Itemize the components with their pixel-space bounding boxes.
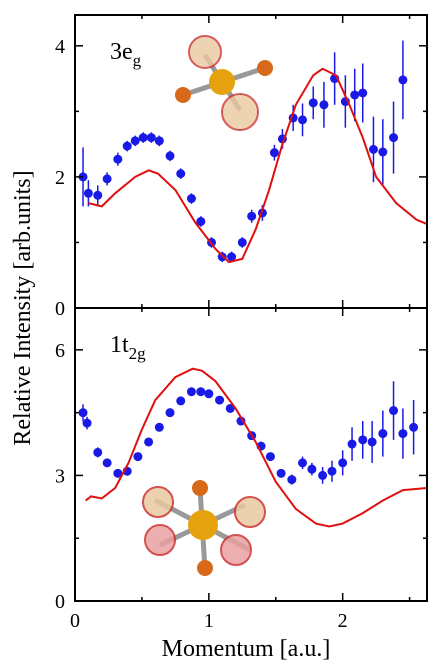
data-point xyxy=(358,88,368,98)
data-point xyxy=(196,387,206,397)
data-point xyxy=(319,100,329,110)
data-point xyxy=(338,458,348,468)
data-point xyxy=(176,169,186,179)
data-point xyxy=(298,115,308,125)
panel-label-main: 3e xyxy=(110,39,133,65)
panel-label-sub: 2g xyxy=(129,344,147,363)
model-curve xyxy=(88,67,428,264)
panel-label: 3eg xyxy=(110,39,142,70)
data-point xyxy=(358,435,368,445)
data-point xyxy=(389,406,399,416)
x-tick-label: 1 xyxy=(204,610,214,632)
data-point xyxy=(133,452,143,462)
data-point xyxy=(93,190,103,200)
data-point xyxy=(204,389,214,399)
panel-label-sub: g xyxy=(133,51,142,70)
data-point xyxy=(318,470,328,480)
data-point xyxy=(367,437,377,447)
data-point xyxy=(93,447,103,457)
data-point xyxy=(144,437,154,447)
data-point xyxy=(102,174,112,184)
plot-frame xyxy=(74,307,428,602)
data-point xyxy=(265,452,275,462)
data-point xyxy=(378,147,388,157)
data-point xyxy=(347,439,357,449)
data-point xyxy=(130,136,140,146)
data-point xyxy=(154,136,164,146)
data-point xyxy=(225,403,235,413)
x-tick-label: 0 xyxy=(70,610,80,632)
panel-label-main: 1t xyxy=(110,332,129,358)
data-point xyxy=(113,154,123,164)
data-point xyxy=(389,133,399,143)
data-point xyxy=(165,408,175,418)
data-point xyxy=(298,458,308,468)
data-point xyxy=(287,475,297,485)
data-point xyxy=(113,468,123,478)
data-point xyxy=(215,395,225,405)
y-tick-label: 4 xyxy=(55,36,65,58)
data-point xyxy=(368,144,378,154)
data-point xyxy=(102,458,112,468)
data-point xyxy=(269,148,279,158)
data-point xyxy=(308,98,318,108)
y-tick-label: 3 xyxy=(55,465,65,487)
data-point xyxy=(146,133,156,143)
model-curve xyxy=(85,367,428,528)
data-point xyxy=(398,75,408,85)
data-point xyxy=(78,172,88,182)
data-point xyxy=(378,429,388,439)
panel-label: 1t2g xyxy=(110,332,146,363)
data-point xyxy=(307,464,317,474)
data-point xyxy=(138,133,148,143)
data-point xyxy=(276,468,286,478)
y-tick-label: 0 xyxy=(55,298,65,320)
molecule-illustration xyxy=(142,480,266,576)
data-point xyxy=(398,429,408,439)
y-tick-label: 6 xyxy=(55,340,65,362)
molecule-illustration xyxy=(175,35,273,131)
data-point xyxy=(83,188,93,198)
x-tick-label: 2 xyxy=(338,610,348,632)
data-point xyxy=(237,237,247,247)
data-point xyxy=(78,408,88,418)
data-point xyxy=(154,422,164,432)
y-tick-label: 2 xyxy=(55,167,65,189)
data-point xyxy=(409,422,419,432)
data-point xyxy=(247,211,257,221)
data-point xyxy=(327,466,337,476)
data-point xyxy=(196,216,206,226)
data-point xyxy=(82,418,92,428)
data-point xyxy=(186,194,196,204)
y-tick-label: 0 xyxy=(55,591,65,613)
y-axis-label: Relative Intensity [arb.units] xyxy=(10,170,36,445)
data-point xyxy=(350,90,360,100)
data-point xyxy=(176,396,186,406)
data-point xyxy=(186,387,196,397)
data-point xyxy=(122,141,132,151)
data-point xyxy=(236,416,246,426)
data-point xyxy=(165,151,175,161)
x-axis-label: Momentum [a.u.] xyxy=(162,636,331,662)
data-point xyxy=(227,252,237,262)
